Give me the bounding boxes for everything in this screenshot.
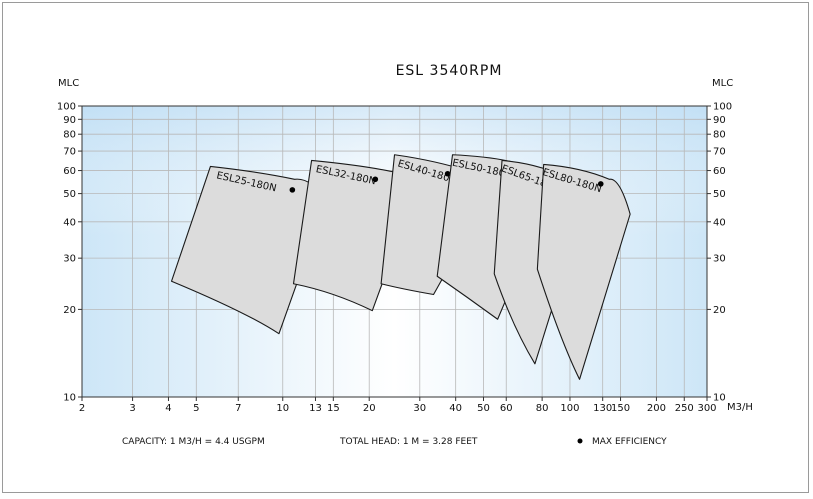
y-tick-label-right: 50 <box>713 189 726 200</box>
region-esl80-180n <box>536 163 631 380</box>
max-efficiency-point <box>372 176 379 183</box>
chart-title: ESL 3540RPM <box>396 63 503 79</box>
y-tick-label-right: 100 <box>713 102 732 113</box>
y-tick-label-left: 100 <box>57 102 76 113</box>
x-tick-label: 13 <box>309 403 322 414</box>
x-tick-label: 10 <box>276 403 289 414</box>
y-tick-label-right: 10 <box>713 393 726 404</box>
x-tick-label: 100 <box>560 403 579 414</box>
y-tick-label-left: 90 <box>63 115 76 126</box>
y-tick-label-left: 20 <box>63 305 76 316</box>
x-tick-label: 4 <box>165 403 171 414</box>
y-axis-label-right: MLC <box>712 78 733 89</box>
y-tick-label-left: 10 <box>63 393 76 404</box>
y-tick-label-right: 30 <box>713 254 726 265</box>
y-tick-label-right: 60 <box>713 166 726 177</box>
pump-regions: ESL25-180N ESL32-180N ESL40-180NESL50-180N… <box>170 154 631 380</box>
max-efficiency-point <box>289 187 296 193</box>
x-tick-label: 7 <box>235 403 241 414</box>
x-tick-label: 80 <box>536 403 549 414</box>
x-tick-label: 3 <box>129 403 135 414</box>
y-tick-label-left: 60 <box>63 166 76 177</box>
x-axis-label: M3/H <box>727 402 753 413</box>
x-tick-label: 150 <box>611 403 630 414</box>
y-tick-label-left: 70 <box>63 147 76 158</box>
y-axis-label-left: MLC <box>58 78 79 89</box>
x-tick-label: 50 <box>477 403 490 414</box>
y-tick-label-right: 90 <box>713 115 726 126</box>
x-tick-label: 40 <box>449 403 462 414</box>
legend-max-efficiency-label: MAX EFFICIENCY <box>592 437 667 447</box>
y-tick-label-left: 50 <box>63 189 76 200</box>
x-tick-label: 2 <box>79 403 85 414</box>
y-tick-label-right: 40 <box>713 217 726 228</box>
max-efficiency-point <box>444 170 451 177</box>
y-tick-label-right: 80 <box>713 130 726 141</box>
x-tick-label: 200 <box>647 403 666 414</box>
x-tick-label: 30 <box>413 403 426 414</box>
x-tick-label: 15 <box>327 403 340 414</box>
max-efficiency-point <box>597 181 604 187</box>
x-tick-label: 300 <box>697 403 716 414</box>
x-tick-label: 130 <box>593 403 612 414</box>
y-tick-label-right: 20 <box>713 305 726 316</box>
x-tick-label: 60 <box>500 403 513 414</box>
y-tick-label-left: 40 <box>63 217 76 228</box>
plot-border <box>81 105 708 398</box>
y-tick-label-left: 30 <box>63 254 76 265</box>
head-note: TOTAL HEAD: 1 M = 3.28 FEET <box>339 437 478 447</box>
region-esl25-180n <box>170 165 328 335</box>
y-tick-label-left: 80 <box>63 130 76 141</box>
x-tick-label: 20 <box>363 403 376 414</box>
y-tick-label-right: 70 <box>713 147 726 158</box>
x-tick-label: 5 <box>193 403 199 414</box>
capacity-note: CAPACITY: 1 M3/H = 4.4 USGPM <box>122 437 265 447</box>
legend-max-efficiency-marker <box>577 438 583 444</box>
x-tick-label: 250 <box>675 403 694 414</box>
